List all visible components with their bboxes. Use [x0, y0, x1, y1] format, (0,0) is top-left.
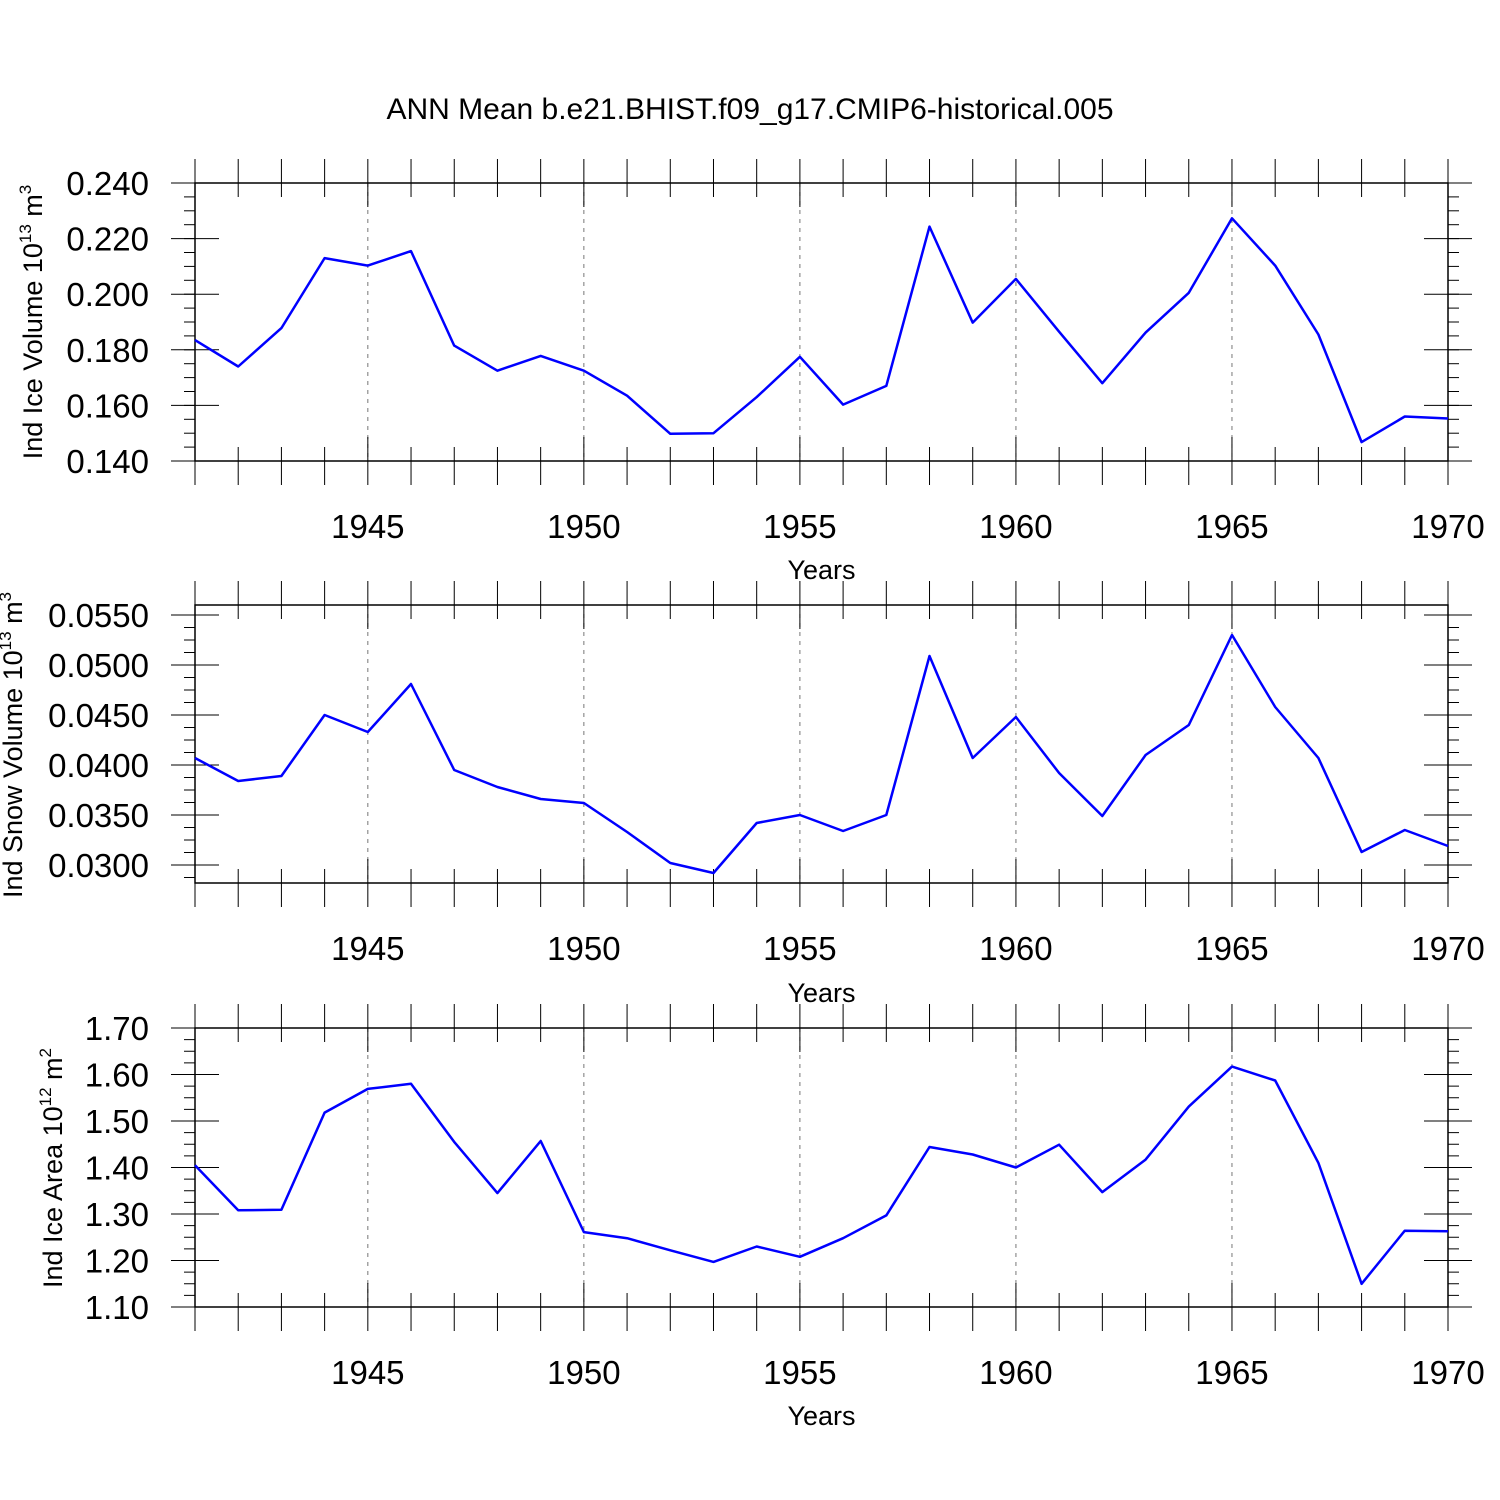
panel-3: 1.10 1.20 1.30 1.40 1.50 1.60 1.70 1945 1950 1955…	[36, 1004, 1485, 1431]
x-tick-label: 1945	[331, 1354, 404, 1391]
y-tick-label: 0.0550	[48, 597, 149, 634]
y-tick-label: 0.240	[66, 165, 149, 202]
y-tick-label: 0.0500	[48, 647, 149, 684]
x-tick-label: 1970	[1411, 930, 1484, 967]
x-axis-title: Years	[787, 1401, 855, 1431]
x-tick-label: 1970	[1411, 1354, 1484, 1391]
y-tick-label: 0.0400	[48, 747, 149, 784]
y-tick-label: 0.160	[66, 387, 149, 424]
y-tick-label: 1.30	[85, 1196, 149, 1233]
y-tick-label: 1.20	[85, 1243, 149, 1280]
y-tick-label: 1.10	[85, 1289, 149, 1326]
y-axis-title: Ind Ice Area 1012 m2	[36, 1048, 68, 1288]
y-tick-label: 1.70	[85, 1010, 149, 1047]
y-tick-label: 1.60	[85, 1057, 149, 1094]
series-line	[194, 217, 1449, 444]
x-tick-label: 1955	[763, 930, 836, 967]
x-axis-title: Years	[787, 978, 855, 1008]
y-tick-label: 1.40	[85, 1150, 149, 1187]
x-tick-label: 1945	[331, 930, 404, 967]
plot-frame	[194, 1027, 1449, 1308]
x-tick-label: 1965	[1195, 1354, 1268, 1391]
series-line	[194, 1065, 1449, 1286]
x-tick-label: 1965	[1195, 508, 1268, 545]
x-tick-label: 1960	[979, 1354, 1052, 1391]
y-tick-label: 0.0350	[48, 797, 149, 834]
x-tick-label: 1960	[979, 508, 1052, 545]
x-axis-title: Years	[787, 555, 855, 585]
y-tick-label: 0.0300	[48, 847, 149, 884]
x-tick-label: 1955	[763, 508, 836, 545]
chart-title: ANN Mean b.e21.BHIST.f09_g17.CMIP6-histo…	[386, 93, 1113, 126]
panel-1: 0.140 0.160 0.180 0.200 0.220 0.240 1945 1950 19…	[16, 159, 1485, 585]
plot-frame	[194, 182, 1449, 462]
x-tick-label: 1965	[1195, 930, 1268, 967]
y-tick-label: 0.0450	[48, 697, 149, 734]
x-tick-label: 1950	[547, 508, 620, 545]
x-tick-label: 1950	[547, 930, 620, 967]
y-axis-title: Ind Snow Volume 1013 m3	[0, 592, 28, 898]
y-tick-label: 0.180	[66, 332, 149, 369]
x-tick-label: 1960	[979, 930, 1052, 967]
y-tick-label: 0.200	[66, 276, 149, 313]
panel-2: 0.0300 0.0350 0.0400 0.0450 0.0500 0.0550 1945…	[0, 581, 1485, 1008]
y-axis-title: Ind Ice Volume 1013 m3	[16, 185, 48, 460]
x-tick-label: 1955	[763, 1354, 836, 1391]
x-tick-label: 1950	[547, 1354, 620, 1391]
y-tick-label: 1.50	[85, 1103, 149, 1140]
plot-frame	[194, 604, 1449, 884]
x-tick-label: 1970	[1411, 508, 1484, 545]
series-line	[194, 633, 1449, 875]
x-tick-label: 1945	[331, 508, 404, 545]
y-tick-label: 0.220	[66, 221, 149, 258]
y-tick-label: 0.140	[66, 443, 149, 480]
